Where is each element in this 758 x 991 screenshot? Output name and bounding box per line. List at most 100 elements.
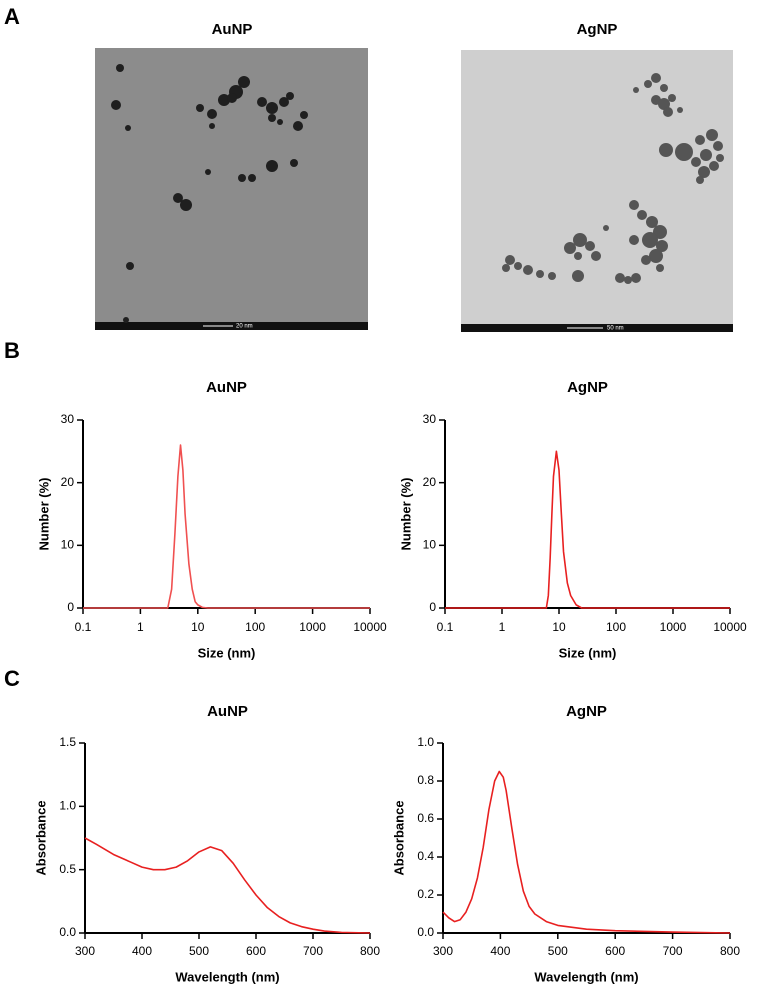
particle [207, 109, 217, 119]
tem-image [95, 48, 368, 330]
particle [646, 216, 658, 228]
x-tick-label: 700 [303, 944, 323, 958]
y-tick-label: 0 [67, 600, 74, 614]
x-tick-label: 1000 [660, 620, 687, 634]
particle [696, 176, 704, 184]
panel-label: B [4, 338, 20, 363]
particle [615, 273, 625, 283]
particle [642, 232, 658, 248]
particle [656, 264, 664, 272]
scale-bar-label: 50 nm [607, 326, 624, 332]
particle [656, 240, 668, 252]
y-tick-label: 30 [61, 412, 75, 426]
particle [603, 225, 609, 231]
particle [631, 273, 641, 283]
particle [196, 104, 204, 112]
particle [125, 125, 131, 131]
x-axis-label: Size (nm) [198, 645, 256, 660]
chart-title: AuNP [207, 703, 248, 720]
x-tick-label: 1000 [299, 620, 326, 634]
particle [116, 64, 124, 72]
x-tick-label: 100 [606, 620, 626, 634]
particle [514, 262, 522, 270]
scale-bar-label: 20 nm [236, 324, 253, 330]
x-tick-label: 10000 [353, 620, 387, 634]
tem-image [461, 50, 733, 332]
y-tick-label: 20 [423, 475, 437, 489]
particle [238, 76, 250, 88]
chart-title: AgNP [567, 379, 608, 396]
panel-label: A [4, 4, 20, 29]
y-tick-label: 1.0 [417, 735, 434, 749]
particle [218, 94, 230, 106]
particle [629, 200, 639, 210]
particle [536, 270, 544, 278]
y-tick-label: 0.5 [59, 862, 76, 876]
particle [573, 233, 587, 247]
image-title: AgNP [577, 21, 618, 38]
particle [677, 107, 683, 113]
x-tick-label: 300 [433, 944, 453, 958]
particle [266, 160, 278, 172]
data-line [83, 444, 370, 609]
particle [266, 102, 278, 114]
y-axis-label: Number (%) [36, 478, 51, 551]
particle [675, 143, 693, 161]
particle [691, 157, 701, 167]
y-tick-label: 10 [423, 538, 437, 552]
x-tick-label: 700 [663, 944, 683, 958]
x-tick-label: 1 [499, 620, 506, 634]
y-tick-label: 0.0 [417, 925, 434, 939]
chart-title: AuNP [206, 379, 247, 396]
particle [660, 84, 668, 92]
particle [706, 129, 718, 141]
x-tick-label: 300 [75, 944, 95, 958]
particle [205, 169, 211, 175]
x-tick-label: 1 [137, 620, 144, 634]
particle [659, 143, 673, 157]
x-tick-label: 10 [191, 620, 205, 634]
particle [591, 251, 601, 261]
particle [649, 249, 663, 263]
particle [668, 94, 676, 102]
x-tick-label: 10000 [713, 620, 747, 634]
particle [209, 123, 215, 129]
y-tick-label: 0.0 [59, 925, 76, 939]
particle [637, 210, 647, 220]
x-tick-label: 500 [548, 944, 568, 958]
particle [663, 107, 673, 117]
y-tick-label: 1.0 [59, 799, 76, 813]
data-line [445, 450, 730, 609]
particle [279, 97, 289, 107]
particle [716, 154, 724, 162]
data-line [84, 837, 371, 934]
y-tick-label: 20 [61, 475, 75, 489]
particle [523, 265, 533, 275]
y-axis-label: Number (%) [398, 478, 413, 551]
particle [548, 272, 556, 280]
particle [293, 121, 303, 131]
particle [268, 114, 276, 122]
chart-title: AgNP [566, 703, 607, 720]
x-axis-label: Size (nm) [559, 645, 617, 660]
particle [248, 174, 256, 182]
particle [502, 264, 510, 272]
x-tick-label: 10 [552, 620, 566, 634]
particle [629, 235, 639, 245]
x-tick-label: 100 [245, 620, 265, 634]
data-line [442, 770, 731, 934]
particle [624, 276, 632, 284]
image-title: AuNP [212, 21, 253, 38]
particle [641, 255, 651, 265]
x-tick-label: 500 [189, 944, 209, 958]
y-axis-label: Absorbance [33, 800, 48, 875]
particle [572, 270, 584, 282]
particle [658, 98, 670, 110]
x-tick-label: 800 [360, 944, 380, 958]
particle [286, 92, 294, 100]
x-tick-label: 600 [605, 944, 625, 958]
particle [180, 199, 192, 211]
x-axis-label: Wavelength (nm) [175, 969, 279, 984]
x-tick-label: 600 [246, 944, 266, 958]
x-tick-label: 0.1 [75, 620, 92, 634]
